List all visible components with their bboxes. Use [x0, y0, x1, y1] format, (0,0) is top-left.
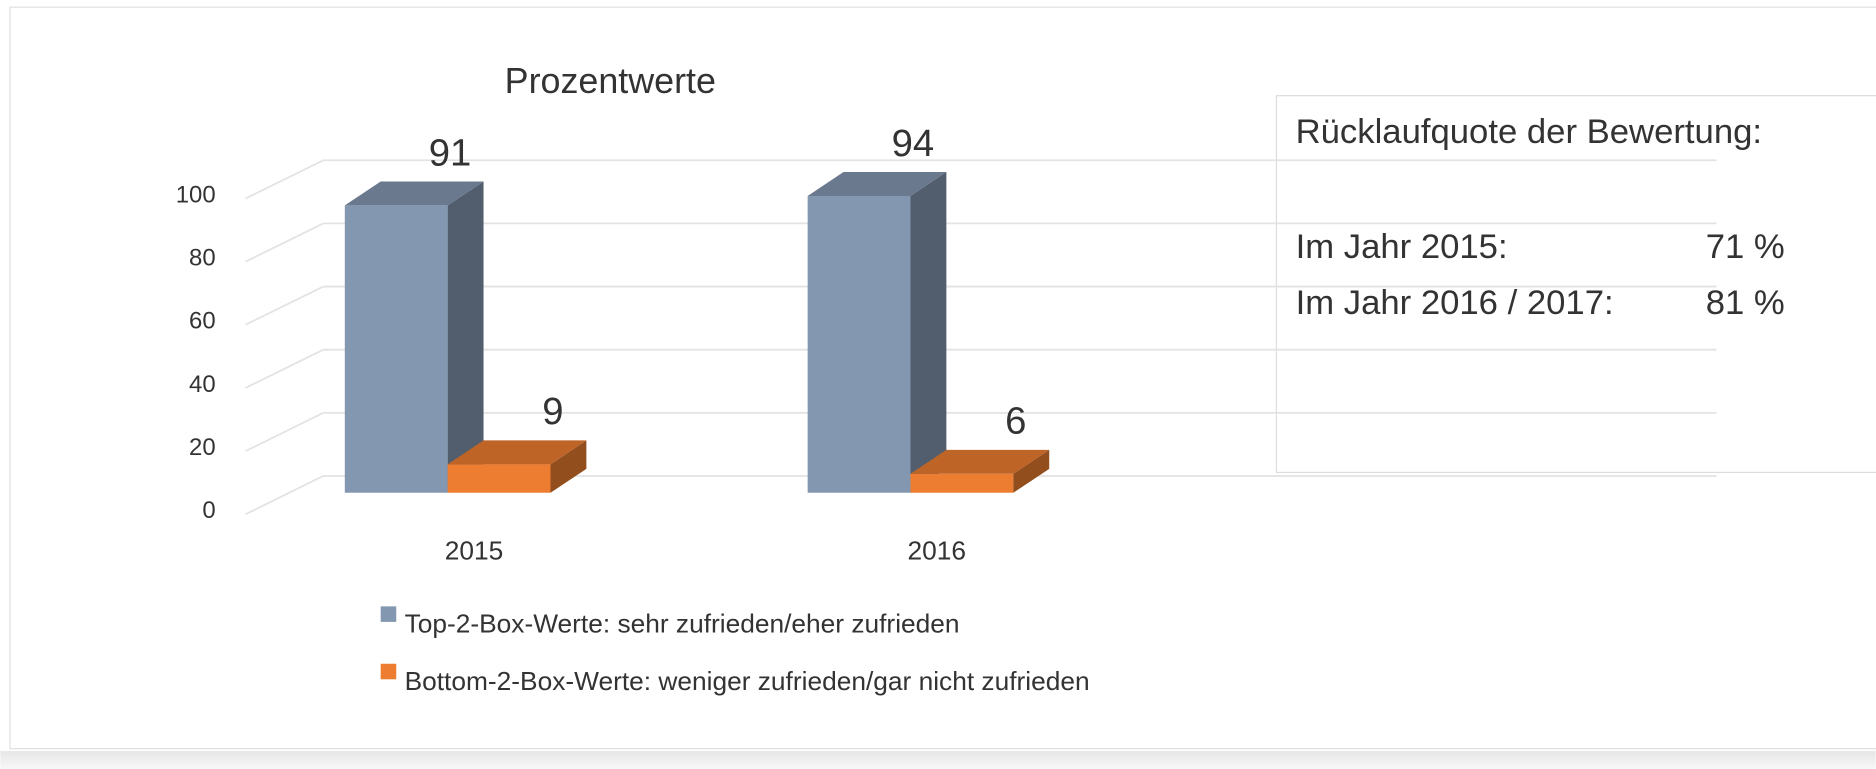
bar-top: [447, 440, 587, 465]
bar-front: [807, 195, 911, 493]
grid-line-side: [245, 475, 324, 516]
legend-label: Bottom-2-Box-Werte: weniger zufrieden/ga…: [405, 666, 1090, 696]
data-label: 94: [892, 122, 935, 165]
y-tick-label: 80: [189, 245, 216, 272]
legend-swatch: [380, 606, 397, 622]
y-tick-label: 40: [189, 371, 216, 398]
bar-top: [344, 181, 484, 206]
bar-side: [447, 181, 484, 493]
grid-line-side: [245, 412, 324, 452]
grid-line-side: [245, 348, 324, 389]
grid-line-side: [245, 285, 324, 326]
grid-line-side: [245, 159, 324, 200]
annotation-label: Im Jahr 2016 / 2017:: [1296, 284, 1614, 322]
bottom-band: [0, 751, 1876, 769]
bar: [344, 181, 484, 493]
x-tick-label: 2015: [445, 535, 504, 565]
bar-side: [910, 172, 947, 493]
y-tick-label: 100: [176, 181, 216, 208]
bar-side: [1013, 449, 1050, 493]
bar-top: [807, 172, 947, 196]
bar-front: [344, 205, 448, 493]
bar: [807, 172, 947, 493]
y-tick-label: 0: [202, 497, 215, 524]
annotation-label: Im Jahr 2015:: [1296, 228, 1508, 266]
legend-swatch: [380, 663, 397, 680]
data-label: 6: [1005, 400, 1026, 443]
frame: [9, 6, 1876, 750]
grid-line-side: [245, 222, 324, 263]
bar-top: [910, 449, 1050, 474]
annotation-title: Rücklaufquote der Bewertung:: [1296, 113, 1762, 151]
data-label: 9: [542, 390, 563, 433]
bar: [447, 440, 587, 493]
bar-front: [447, 464, 551, 493]
annotation-box: [1275, 95, 1876, 474]
data-label: 91: [429, 131, 472, 174]
x-tick-label: 2016: [908, 535, 967, 565]
bar-front: [910, 473, 1014, 493]
y-tick-label: 60: [189, 308, 216, 335]
bar: [910, 449, 1050, 493]
annotation-value: 71 %: [1706, 228, 1785, 266]
chart-title: Prozentwerte: [505, 61, 716, 101]
bar-side: [550, 440, 587, 493]
y-tick-label: 20: [189, 434, 216, 461]
annotation-value: 81 %: [1706, 284, 1785, 322]
legend-label: Top-2-Box-Werte: sehr zufrieden/eher zuf…: [405, 608, 960, 638]
